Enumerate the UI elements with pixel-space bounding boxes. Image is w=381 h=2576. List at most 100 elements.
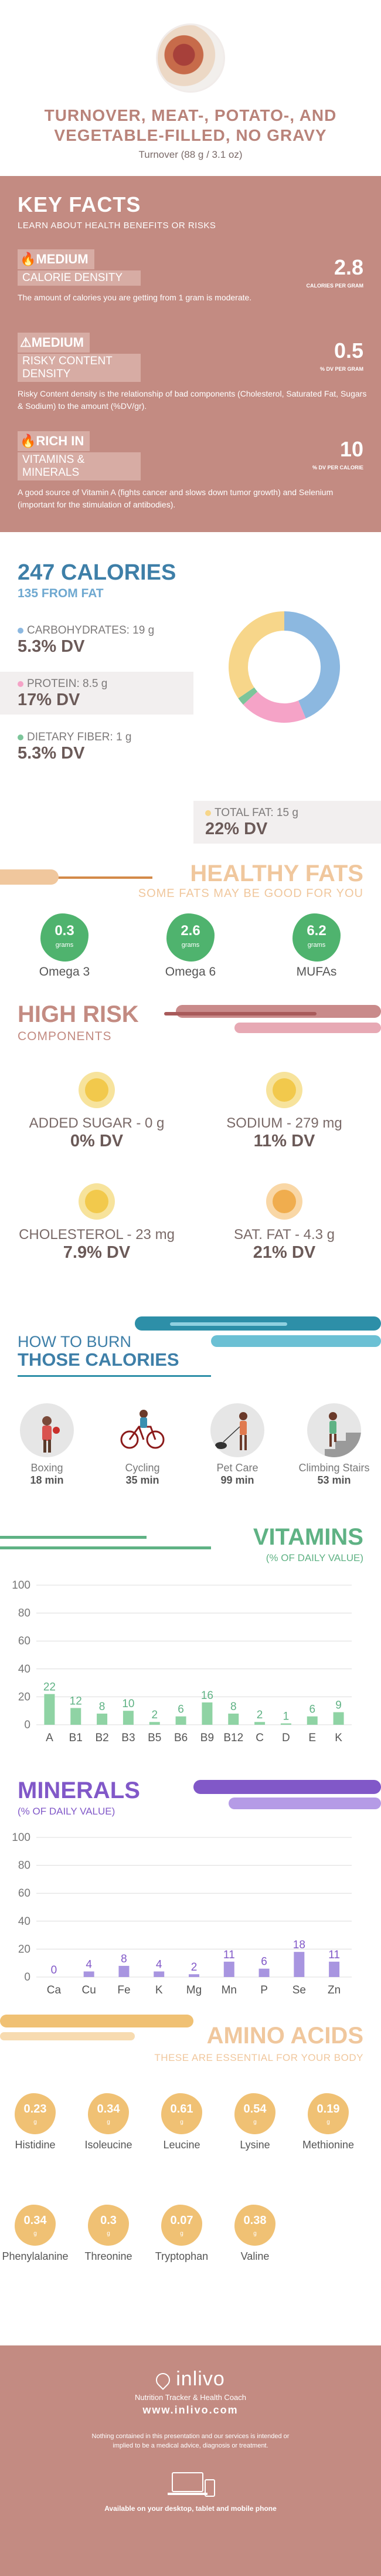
decorative-bar xyxy=(0,876,152,879)
macro-dv: 5.3% DV xyxy=(18,637,85,656)
bicycle-icon xyxy=(115,1403,169,1457)
brand-tagline: Nutrition Tracker & Health Coach xyxy=(134,2393,247,2402)
amino-acid-badge: 0.61 g xyxy=(161,2093,202,2134)
x-tick-label: A xyxy=(46,1732,53,1744)
heart-icon xyxy=(153,2370,174,2390)
bar-value-label: 4 xyxy=(156,1958,162,1971)
bar-value-label: 10 xyxy=(122,1698,134,1710)
y-tick-label: 60 xyxy=(18,1887,30,1900)
amino-acid-unit: g xyxy=(33,2119,37,2125)
fact-unit: CALORIES PER GRAM xyxy=(306,283,363,289)
x-tick-label: P xyxy=(260,1984,268,1996)
brand-logo: inlivo xyxy=(0,2368,381,2391)
macro-label-text: DIETARY FIBER: 1 g xyxy=(27,731,132,743)
y-tick-label: 80 xyxy=(18,1607,30,1620)
x-tick-label: K xyxy=(155,1984,163,1996)
bar xyxy=(228,1713,239,1725)
fact-unit: % DV PER GRAM xyxy=(319,366,363,372)
bar-value-label: 4 xyxy=(86,1958,92,1971)
risk-label: CHOLESTEROL - 23 mg xyxy=(19,1227,175,1243)
bar-value-label: 0 xyxy=(51,1964,57,1976)
food-photo xyxy=(156,23,225,93)
serving-size: Turnover (88 g / 3.1 oz) xyxy=(138,149,243,160)
amino-acid-item: 0.3 g Threonine xyxy=(70,2205,147,2263)
decorative-bar xyxy=(0,869,59,885)
key-facts-section: KEY FACTS LEARN ABOUT HEALTH BENEFITS OR… xyxy=(0,176,381,532)
amino-acid-item: 0.34 g Phenylalanine xyxy=(0,2205,73,2263)
donut-slice xyxy=(243,691,306,723)
amino-acid-item: 0.54 g Lysine xyxy=(217,2093,293,2151)
fact-vitamins-minerals: 🔥RICH IN VITAMINS & MINERALS 10 % DV PER… xyxy=(18,431,363,511)
macro-dv: 17% DV xyxy=(18,690,80,709)
bar-value-label: 2 xyxy=(191,1961,198,1974)
stairs-icon xyxy=(307,1403,361,1457)
activity-name: Pet Care xyxy=(216,1462,258,1474)
amino-acid-value: 0.23 xyxy=(23,2103,47,2115)
risk-added-sugar: ADDED SUGAR - 0 g 0% DV xyxy=(9,1072,185,1151)
bar xyxy=(123,1711,134,1725)
divider xyxy=(18,1375,211,1377)
macro-label: TOTAL FAT: 15 g xyxy=(205,807,381,820)
risk-label: ADDED SUGAR - 0 g xyxy=(29,1115,165,1131)
risk-cholesterol: CHOLESTEROL - 23 mg 7.9% DV xyxy=(9,1183,185,1262)
decorative-bars xyxy=(135,1316,381,1347)
risk-dv: 11% DV xyxy=(253,1132,315,1150)
fact-level: RICH IN xyxy=(36,434,84,448)
calories-from-fat: 135 FROM FAT xyxy=(18,587,104,600)
vitamins-bar-chart: 02040608010022A12B18B210B32B56B616B98B12… xyxy=(12,1579,352,1744)
fat-badge: 2.6 grams xyxy=(166,913,215,962)
activity-boxing: Boxing 18 min xyxy=(3,1403,91,1487)
fact-level-label: ⚠MEDIUM xyxy=(18,333,90,353)
x-tick-label: Mn xyxy=(222,1984,237,1996)
fact-level: MEDIUM xyxy=(36,252,89,266)
decorative-bars xyxy=(0,2015,193,2040)
macro-label: CARBOHYDRATES: 19 g xyxy=(18,624,363,637)
bar xyxy=(44,1694,55,1725)
fat-mufas: 6.2 grams MUFAs xyxy=(273,913,360,979)
minerals-title: MINERALS xyxy=(18,1778,140,1803)
x-tick-label: C xyxy=(256,1732,264,1744)
fat-unit: grams xyxy=(307,942,326,949)
bar-value-label: 12 xyxy=(70,1695,82,1707)
fat-unit: grams xyxy=(181,942,200,949)
activity-climbing-stairs: Climbing Stairs 53 min xyxy=(290,1403,378,1487)
key-facts-title: KEY FACTS xyxy=(18,192,141,216)
y-tick-label: 40 xyxy=(18,1663,30,1675)
bar xyxy=(97,1713,108,1725)
amino-acid-value: 0.61 xyxy=(170,2103,193,2115)
dog-walking-icon xyxy=(210,1403,264,1457)
bar xyxy=(189,1974,199,1977)
fat-omega3: 0.3 grams Omega 3 xyxy=(21,913,108,979)
bar xyxy=(149,1722,160,1725)
bar-value-label: 8 xyxy=(99,1701,106,1713)
y-tick-label: 20 xyxy=(18,1691,30,1703)
x-tick-label: B5 xyxy=(148,1732,161,1744)
y-tick-label: 60 xyxy=(18,1635,30,1647)
amino-acid-name: Methionine xyxy=(302,2139,355,2151)
bar xyxy=(333,1712,344,1725)
website-link[interactable]: www.inlivo.com xyxy=(142,2404,239,2416)
devices-icon xyxy=(164,2472,217,2497)
fact-value-block: 2.8 CALORIES PER GRAM xyxy=(306,255,363,290)
fat-name: Omega 6 xyxy=(165,965,216,979)
y-tick-label: 0 xyxy=(24,1971,30,1983)
minerals-subtitle: (% OF DAILY VALUE) xyxy=(18,1806,115,1817)
amino-acid-unit: g xyxy=(253,2119,257,2125)
amino-acid-item: 0.34 g Isoleucine xyxy=(70,2093,147,2151)
high-risk-subtitle: COMPONENTS xyxy=(18,1030,112,1043)
fact-description: Risky Content density is the relationshi… xyxy=(18,389,367,411)
bar xyxy=(307,1716,318,1725)
activity-name: Climbing Stairs xyxy=(298,1462,370,1474)
bar xyxy=(223,1961,234,1977)
fact-value: 10 xyxy=(339,437,363,461)
legend-dot xyxy=(205,810,211,816)
risk-label: SAT. FAT - 4.3 g xyxy=(233,1227,335,1243)
x-tick-label: B12 xyxy=(223,1732,243,1744)
disclaimer: Nothing contained in this presentation a… xyxy=(91,2433,290,2449)
bar-value-label: 9 xyxy=(335,1700,342,1712)
donut-slice xyxy=(238,687,258,705)
boxing-icon xyxy=(20,1403,74,1457)
bar xyxy=(83,1971,94,1977)
minerals-section: MINERALS (% OF DAILY VALUE) 0 20 40 60 80 100… xyxy=(0,1765,381,2011)
amino-acid-value: 0.07 xyxy=(170,2214,193,2227)
